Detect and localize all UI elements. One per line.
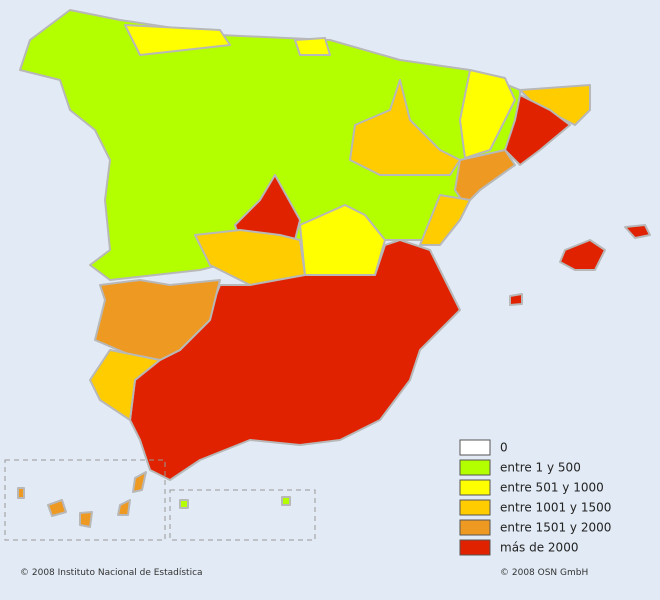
legend-label: 0 [500, 441, 508, 455]
legend-swatch [459, 519, 491, 536]
region [79, 511, 93, 528]
region [281, 496, 291, 506]
legend-swatch [459, 459, 491, 476]
region [419, 194, 471, 246]
region [117, 499, 131, 516]
legend-label: entre 501 y 1000 [500, 481, 604, 495]
region [509, 293, 523, 306]
region [559, 239, 606, 271]
legend-swatch [459, 479, 491, 496]
credit: © 2008 Instituto Nacional de Estadística [20, 568, 203, 578]
region [124, 24, 231, 56]
region [504, 94, 571, 166]
region [624, 224, 651, 239]
region [179, 499, 189, 509]
legend-label: más de 2000 [500, 541, 578, 555]
legend-label: entre 1501 y 2000 [500, 521, 611, 535]
legend-label: entre 1001 y 1500 [500, 501, 611, 515]
credit: © 2008 OSN GmbH [500, 568, 588, 578]
region [459, 69, 516, 159]
canary-box [4, 459, 166, 541]
legend-label: entre 1 y 500 [500, 461, 581, 475]
region [94, 279, 221, 361]
region [349, 79, 461, 176]
legend-swatch [459, 439, 491, 456]
legend-swatch [459, 499, 491, 516]
region [454, 149, 516, 206]
region [89, 349, 161, 421]
region [17, 487, 25, 499]
legend: 0 entre 1 y 500 entre 501 y 1000 entre 1001… [459, 439, 611, 556]
ceuta-melilla-box [169, 489, 316, 541]
legend-swatch [459, 539, 491, 556]
region [47, 499, 67, 517]
regions [17, 9, 651, 528]
region [132, 471, 147, 493]
region [294, 37, 331, 56]
